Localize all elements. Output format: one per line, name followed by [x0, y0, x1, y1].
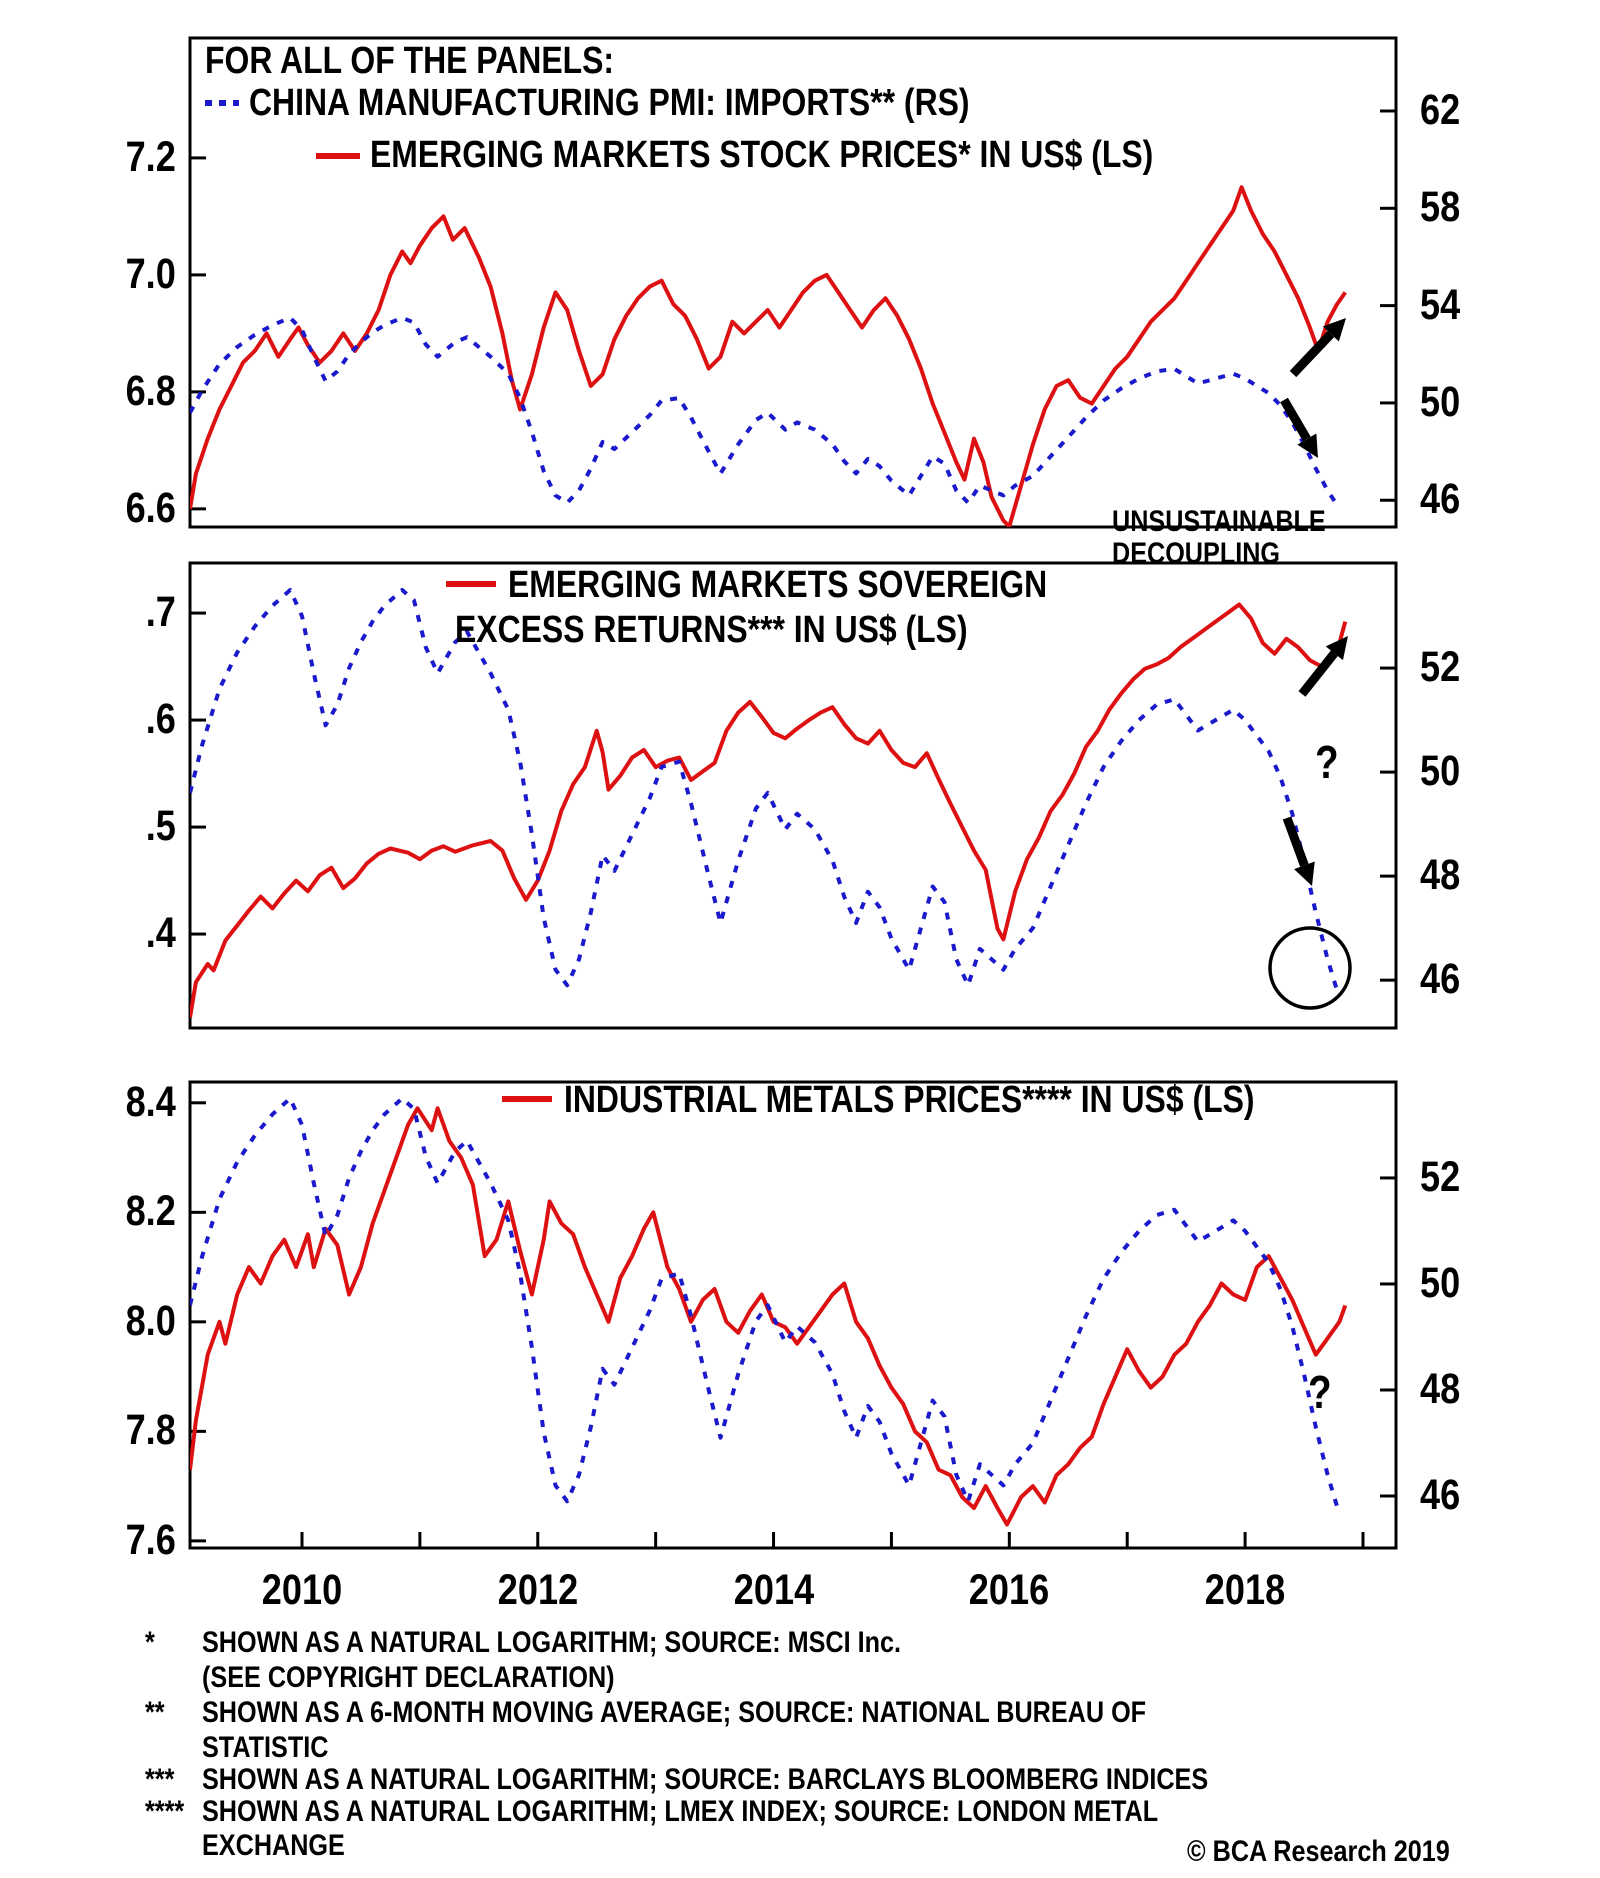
footnote-line: **** SHOWN AS A NATURAL LOGARITHM; LMEX … [145, 1795, 1545, 1829]
legend-em-sovereign-line2: EXCESS RETURNS*** IN US$ (LS) [455, 609, 968, 651]
em-stocks-legend-line-swatch [316, 153, 360, 159]
footnote-marker: **** [145, 1795, 185, 1828]
copyright-credit: © BCA Research 2019 [1187, 1835, 1450, 1868]
industrial-metals-legend-line-swatch [502, 1096, 552, 1102]
question-mark-middle-panel: ? [1315, 736, 1339, 788]
arrow-up-top-panel [1289, 318, 1346, 378]
right-axis-label-em_sovereign-52: 52 [1420, 643, 1461, 691]
year-label-2012: 2012 [497, 1566, 579, 1614]
footnote-marker: * [145, 1626, 155, 1659]
footnote-text: (SEE COPYRIGHT DECLARATION) [202, 1661, 615, 1694]
footnote-line: *** SHOWN AS A NATURAL LOGARITHM; SOURCE… [145, 1763, 1545, 1797]
legend-pmi-label: CHINA MANUFACTURING PMI: IMPORTS** (RS) [249, 82, 970, 124]
footnote-line: ** SHOWN AS A 6-MONTH MOVING AVERAGE; SO… [145, 1696, 1545, 1730]
right-axis-label-em_stocks-50: 50 [1420, 378, 1461, 426]
question-mark-bottom-panel: ? [1308, 1366, 1332, 1418]
footnote-text: SHOWN AS A 6-MONTH MOVING AVERAGE; SOURC… [202, 1696, 1147, 1729]
left-axis-label-industrial_metals-7.8: 7.8 [125, 1406, 176, 1454]
footnote-line: * SHOWN AS A NATURAL LOGARITHM; SOURCE: … [145, 1626, 1545, 1660]
legend-heading: FOR ALL OF THE PANELS: [205, 40, 615, 82]
footnote-line: EXCHANGE [145, 1829, 1545, 1863]
footnote-text: SHOWN AS A NATURAL LOGARITHM; LMEX INDEX… [202, 1795, 1159, 1828]
left-axis-label-em_stocks-7.0: 7.0 [125, 250, 176, 298]
footnote-marker: *** [145, 1763, 175, 1796]
left-axis-label-em_stocks-6.8: 6.8 [125, 367, 176, 415]
pmi-series-industrial_metals [190, 1096, 1340, 1508]
panel-frame-industrial_metals [188, 1080, 1398, 1550]
year-label-2016: 2016 [968, 1566, 1050, 1614]
red-series-em_sovereign [190, 602, 1348, 1018]
left-axis-label-industrial_metals-8.2: 8.2 [125, 1187, 176, 1235]
left-axis-label-em_sovereign-.5: .5 [145, 802, 176, 850]
footnote-text: STATISTIC [202, 1731, 329, 1764]
red-series-em_stocks [190, 185, 1347, 527]
left-axis-label-em_sovereign-.6: .6 [145, 695, 176, 743]
decoupling-circle [1268, 926, 1352, 1010]
left-axis-label-em_stocks-6.6: 6.6 [125, 484, 176, 532]
left-axis-label-industrial_metals-8.4: 8.4 [125, 1078, 176, 1126]
pmi-series-em_stocks [190, 315, 1339, 507]
right-axis-label-industrial_metals-46: 46 [1420, 1471, 1461, 1519]
left-axis-label-em_sovereign-.4: .4 [145, 909, 176, 957]
red-series-industrial_metals [190, 1106, 1348, 1527]
panel-frame-em_sovereign [188, 561, 1398, 1030]
right-axis-label-industrial_metals-48: 48 [1420, 1365, 1461, 1413]
left-axis-label-em_stocks-7.2: 7.2 [125, 133, 176, 181]
year-label-2018: 2018 [1204, 1566, 1286, 1614]
arrow-down-top-panel [1280, 397, 1318, 458]
legend-em-stocks-label: EMERGING MARKETS STOCK PRICES* IN US$ (L… [370, 134, 1154, 176]
year-label-2010: 2010 [261, 1566, 343, 1614]
footnote-text: SHOWN AS A NATURAL LOGARITHM; SOURCE: BA… [202, 1763, 1209, 1796]
legend-industrial-metals-label: INDUSTRIAL METALS PRICES**** IN US$ (LS) [564, 1079, 1255, 1121]
right-axis-label-industrial_metals-50: 50 [1420, 1259, 1461, 1307]
footnote-marker: ** [145, 1696, 165, 1729]
right-axis-label-industrial_metals-52: 52 [1420, 1153, 1461, 1201]
right-axis-label-em_sovereign-46: 46 [1420, 955, 1461, 1003]
arrow-down-middle-panel [1282, 816, 1315, 886]
right-axis-label-em_sovereign-48: 48 [1420, 851, 1461, 899]
em-sovereign-legend-line-swatch [446, 581, 496, 587]
footnote-line: STATISTIC [145, 1731, 1545, 1765]
right-axis-label-em_stocks-58: 58 [1420, 183, 1461, 231]
footnote-line: (SEE COPYRIGHT DECLARATION) [145, 1661, 1545, 1695]
annotation-unsustainable: UNSUSTAINABLE [1112, 505, 1326, 538]
right-axis-label-em_sovereign-50: 50 [1420, 747, 1461, 795]
pmi-legend-dash-swatch [205, 100, 239, 106]
year-label-2014: 2014 [733, 1566, 815, 1614]
left-axis-label-industrial_metals-8.0: 8.0 [125, 1297, 176, 1345]
pmi-series-em_sovereign [190, 588, 1340, 992]
panel-frame-em_stocks [188, 36, 1398, 529]
annotation-decoupling: DECOUPLING [1112, 537, 1281, 570]
legend-em-sovereign-line1: EMERGING MARKETS SOVEREIGN [508, 564, 1048, 606]
footnote-text: EXCHANGE [202, 1829, 345, 1862]
right-axis-label-em_stocks-54: 54 [1420, 281, 1461, 329]
right-axis-label-em_stocks-62: 62 [1420, 86, 1461, 134]
right-axis-label-em_stocks-46: 46 [1420, 475, 1461, 523]
footnote-text: SHOWN AS A NATURAL LOGARITHM; SOURCE: MS… [202, 1626, 902, 1659]
left-axis-label-em_sovereign-.7: .7 [145, 588, 176, 636]
left-axis-label-industrial_metals-7.6: 7.6 [125, 1516, 176, 1564]
arrow-up-middle-panel [1298, 636, 1348, 697]
